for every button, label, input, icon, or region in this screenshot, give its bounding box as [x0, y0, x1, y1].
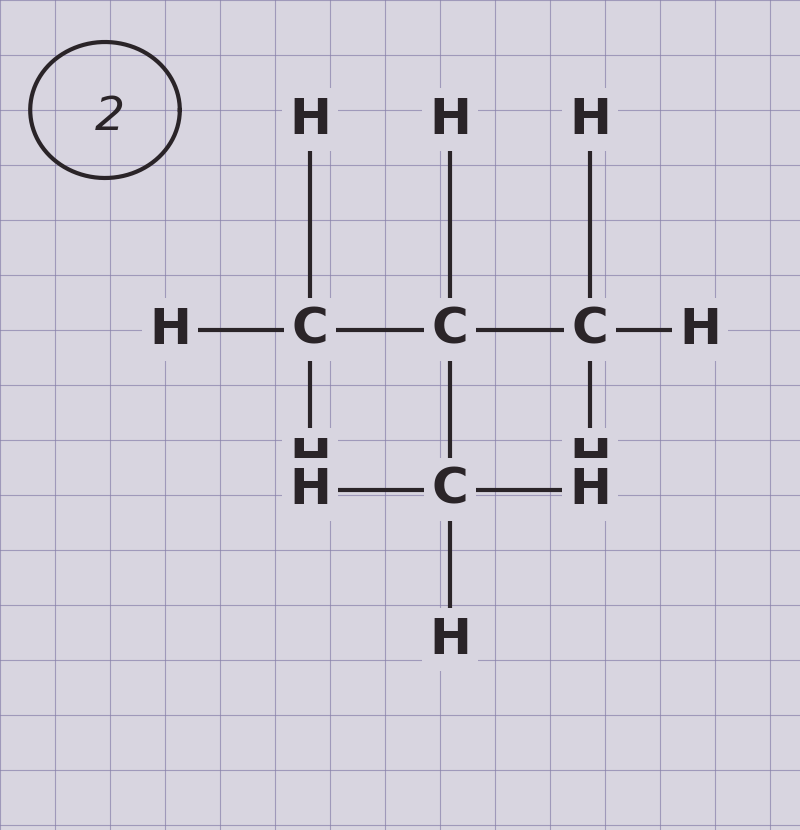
- Text: H: H: [289, 96, 331, 144]
- Text: C: C: [432, 306, 468, 354]
- Text: H: H: [569, 96, 611, 144]
- Text: C: C: [432, 466, 468, 514]
- Text: 2: 2: [95, 95, 125, 140]
- Text: H: H: [429, 616, 471, 664]
- Text: H: H: [679, 306, 721, 354]
- Text: H: H: [289, 466, 331, 514]
- Text: C: C: [292, 306, 328, 354]
- Text: H: H: [429, 96, 471, 144]
- Text: H: H: [569, 466, 611, 514]
- Text: H: H: [569, 436, 611, 484]
- Text: H: H: [289, 436, 331, 484]
- Text: H: H: [149, 306, 191, 354]
- Text: C: C: [572, 306, 608, 354]
